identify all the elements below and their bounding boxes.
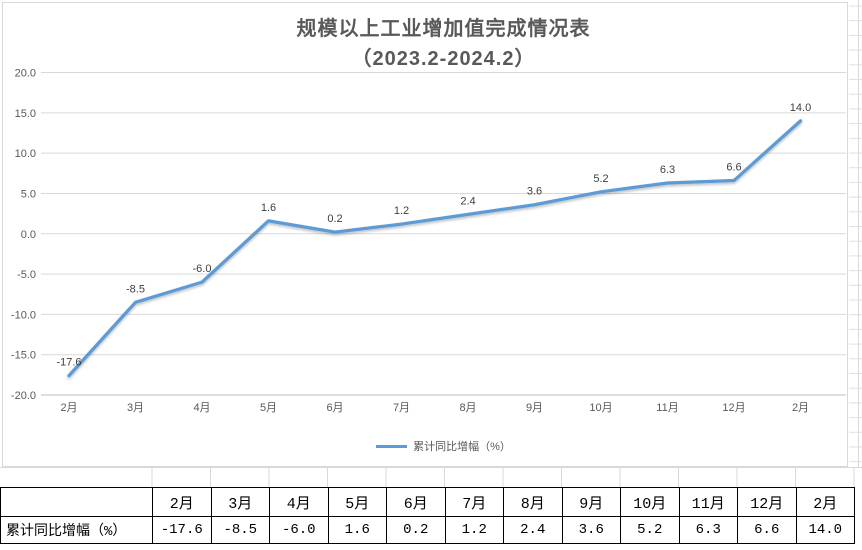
x-axis-label: 8月	[459, 402, 476, 414]
data-label: 14.0	[790, 102, 811, 114]
table-value-cell[interactable]: 6.6	[737, 516, 797, 544]
x-axis-label: 2月	[792, 402, 809, 414]
table-month-cell[interactable]: 2月	[152, 487, 212, 517]
x-axis-label: 3月	[127, 402, 144, 414]
data-label: 0.2	[327, 213, 342, 225]
table-value-cell[interactable]: -17.6	[152, 516, 212, 544]
y-tick-label: 15.0	[15, 108, 36, 120]
legend-label: 累计同比增幅（%）	[413, 441, 511, 453]
x-axis-label: 4月	[193, 402, 210, 414]
table-value-cell[interactable]: -6.0	[269, 516, 329, 544]
y-tick-label: -15.0	[11, 350, 36, 362]
table-value-cell[interactable]: 5.2	[620, 516, 680, 544]
table-value-cell[interactable]: 6.3	[678, 516, 738, 544]
table-value-cell[interactable]: -8.5	[210, 516, 270, 544]
table-value-cell[interactable]: 1.6	[327, 516, 387, 544]
x-axis-label: 7月	[393, 402, 410, 414]
table-row-header[interactable]: 累计同比增幅（%）	[0, 516, 153, 544]
x-axis-label: 6月	[326, 402, 343, 414]
table-month-cell[interactable]: 6月	[386, 487, 446, 517]
data-label: 5.2	[593, 173, 608, 185]
table-header-row: 2月 3月 4月 5月 6月 7月 8月 9月 10月 11月 12月 2月	[0, 487, 855, 517]
x-axis-label: 10月	[589, 402, 612, 414]
data-label: -6.0	[193, 263, 212, 275]
y-tick-label: -10.0	[11, 309, 36, 321]
table-month-cell[interactable]: 4月	[269, 487, 329, 517]
data-table: 2月 3月 4月 5月 6月 7月 8月 9月 10月 11月 12月 2月 累…	[0, 487, 855, 544]
y-tick-label: 5.0	[21, 188, 36, 200]
table-month-cell[interactable]: 9月	[561, 487, 621, 517]
table-month-cell[interactable]: 11月	[678, 487, 738, 517]
table-month-cell[interactable]: 2月	[795, 487, 855, 517]
data-label: 1.2	[394, 205, 409, 217]
table-month-cell[interactable]: 3月	[210, 487, 270, 517]
x-axis-label: 12月	[722, 402, 745, 414]
table-data-row: 累计同比增幅（%） -17.6 -8.5 -6.0 1.6 0.2 1.2 2.…	[0, 516, 855, 544]
data-label: 6.6	[726, 162, 741, 174]
x-axis-label: 11月	[656, 402, 678, 414]
table-value-cell[interactable]: 3.6	[561, 516, 621, 544]
y-tick-label: 20.0	[15, 68, 36, 80]
y-tick-label: -20.0	[11, 390, 36, 402]
table-corner-cell[interactable]	[0, 487, 153, 517]
y-tick-label: 10.0	[15, 148, 36, 160]
table-month-cell[interactable]: 8月	[503, 487, 563, 517]
data-label: -8.5	[126, 283, 145, 295]
x-axis-label: 9月	[526, 402, 543, 414]
chart-title-line1: 规模以上工业增加值完成情况表	[296, 18, 591, 40]
chart-title-line2: （2023.2-2024.2）	[351, 48, 536, 70]
table-value-cell[interactable]: 2.4	[503, 516, 563, 544]
legend-line-marker	[376, 444, 408, 448]
chart-object[interactable]: 规模以上工业增加值完成情况表 （2023.2-2024.2） 20.0 15.0 1…	[2, 2, 848, 467]
table-month-cell[interactable]: 7月	[444, 487, 504, 517]
data-label: -17.6	[56, 357, 81, 369]
y-tick-label: 0.0	[21, 229, 36, 241]
table-month-cell[interactable]: 12月	[737, 487, 797, 517]
x-axis-label: 5月	[260, 402, 277, 414]
data-label: 1.6	[261, 202, 276, 214]
data-label: 3.6	[527, 186, 542, 198]
table-value-cell[interactable]: 1.2	[444, 516, 504, 544]
chart-legend: 累计同比增幅（%）	[41, 437, 846, 455]
table-value-cell[interactable]: 0.2	[386, 516, 446, 544]
plot-area: 20.0 15.0 10.0 5.0 0.0 -5.0 -10.0 -15.0 -20.0 2月 3…	[11, 68, 846, 414]
table-value-cell[interactable]: 14.0	[795, 516, 855, 544]
x-axis-label: 2月	[60, 402, 77, 414]
chart-title: 规模以上工业增加值完成情况表 （2023.2-2024.2）	[41, 14, 846, 74]
series-line	[67, 119, 803, 378]
table-month-cell[interactable]: 5月	[327, 487, 387, 517]
data-label: 6.3	[660, 164, 675, 176]
data-label: 2.4	[460, 195, 475, 207]
table-month-cell[interactable]: 10月	[620, 487, 680, 517]
data-table-wrap: 2月 3月 4月 5月 6月 7月 8月 9月 10月 11月 12月 2月 累…	[0, 487, 855, 544]
y-tick-label: -5.0	[17, 269, 36, 281]
